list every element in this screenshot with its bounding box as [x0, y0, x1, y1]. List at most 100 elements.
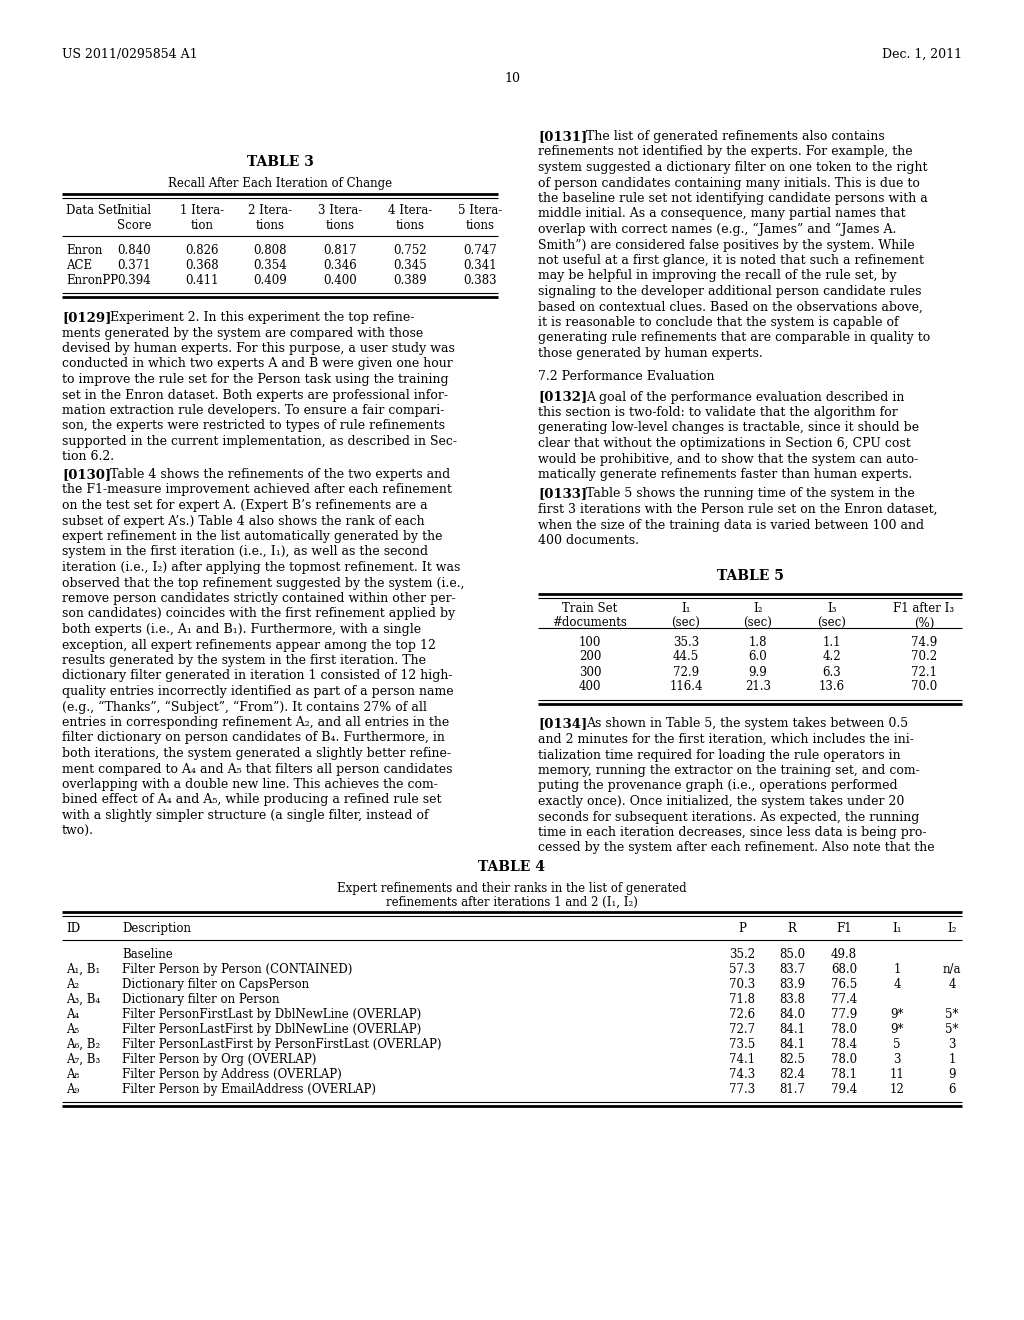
Text: 35.2: 35.2 — [729, 948, 755, 961]
Text: 74.9: 74.9 — [911, 635, 937, 648]
Text: dictionary filter generated in iteration 1 consisted of 12 high-: dictionary filter generated in iteration… — [62, 669, 453, 682]
Text: refinements after iterations 1 and 2 (I₁, I₂): refinements after iterations 1 and 2 (I₁… — [386, 896, 638, 909]
Text: 100: 100 — [579, 635, 601, 648]
Text: 78.0: 78.0 — [830, 1023, 857, 1036]
Text: 9*: 9* — [890, 1008, 904, 1020]
Text: memory, running the extractor on the training set, and com-: memory, running the extractor on the tra… — [538, 764, 920, 777]
Text: quality entries incorrectly identified as part of a person name: quality entries incorrectly identified a… — [62, 685, 454, 698]
Text: [0130]: [0130] — [62, 469, 112, 480]
Text: Filter Person by Person (CONTAINED): Filter Person by Person (CONTAINED) — [122, 964, 352, 975]
Text: 84.1: 84.1 — [779, 1023, 805, 1036]
Text: would be prohibitive, and to show that the system can auto-: would be prohibitive, and to show that t… — [538, 453, 919, 466]
Text: [0129]: [0129] — [62, 312, 112, 323]
Text: refinements not identified by the experts. For example, the: refinements not identified by the expert… — [538, 145, 912, 158]
Text: Filter PersonFirstLast by DblNewLine (OVERLAP): Filter PersonFirstLast by DblNewLine (OV… — [122, 1008, 421, 1020]
Text: (e.g., “Thanks”, “Subject”, “From”). It contains 27% of all: (e.g., “Thanks”, “Subject”, “From”). It … — [62, 701, 427, 714]
Text: 79.4: 79.4 — [830, 1082, 857, 1096]
Text: 83.8: 83.8 — [779, 993, 805, 1006]
Text: 57.3: 57.3 — [729, 964, 755, 975]
Text: TABLE 4: TABLE 4 — [478, 861, 546, 874]
Text: 68.0: 68.0 — [830, 964, 857, 975]
Text: A₂: A₂ — [66, 978, 79, 991]
Text: observed that the top refinement suggested by the system (i.e.,: observed that the top refinement suggest… — [62, 577, 465, 590]
Text: puting the provenance graph (i.e., operations performed: puting the provenance graph (i.e., opera… — [538, 780, 898, 792]
Text: 78.1: 78.1 — [831, 1068, 857, 1081]
Text: 0.383: 0.383 — [463, 275, 497, 286]
Text: of person candidates containing many initials. This is due to: of person candidates containing many ini… — [538, 177, 920, 190]
Text: filter dictionary on person candidates of B₄. Furthermore, in: filter dictionary on person candidates o… — [62, 731, 444, 744]
Text: 9.9: 9.9 — [749, 665, 767, 678]
Text: 74.1: 74.1 — [729, 1053, 755, 1067]
Text: 78.4: 78.4 — [830, 1038, 857, 1051]
Text: Filter Person by EmailAddress (OVERLAP): Filter Person by EmailAddress (OVERLAP) — [122, 1082, 376, 1096]
Text: the F1-measure improvement achieved after each refinement: the F1-measure improvement achieved afte… — [62, 483, 452, 496]
Text: A₅: A₅ — [66, 1023, 79, 1036]
Text: Initial
Score: Initial Score — [117, 205, 152, 232]
Text: 10: 10 — [504, 73, 520, 84]
Text: 5*: 5* — [945, 1008, 958, 1020]
Text: 11: 11 — [890, 1068, 904, 1081]
Text: 83.9: 83.9 — [779, 978, 805, 991]
Text: 3: 3 — [948, 1038, 955, 1051]
Text: Smith”) are considered false positives by the system. While: Smith”) are considered false positives b… — [538, 239, 914, 252]
Text: I₂
(sec): I₂ (sec) — [743, 602, 772, 630]
Text: 72.7: 72.7 — [729, 1023, 755, 1036]
Text: exactly once). Once initialized, the system takes under 20: exactly once). Once initialized, the sys… — [538, 795, 904, 808]
Text: 77.9: 77.9 — [830, 1008, 857, 1020]
Text: may be helpful in improving the recall of the rule set, by: may be helpful in improving the recall o… — [538, 269, 897, 282]
Text: 78.0: 78.0 — [830, 1053, 857, 1067]
Text: Dictionary filter on Person: Dictionary filter on Person — [122, 993, 280, 1006]
Text: both iterations, the system generated a slightly better refine-: both iterations, the system generated a … — [62, 747, 451, 760]
Text: 0.345: 0.345 — [393, 259, 427, 272]
Text: 71.8: 71.8 — [729, 993, 755, 1006]
Text: 0.394: 0.394 — [117, 275, 151, 286]
Text: R: R — [787, 921, 797, 935]
Text: As shown in Table 5, the system takes between 0.5: As shown in Table 5, the system takes be… — [586, 718, 908, 730]
Text: 0.817: 0.817 — [324, 244, 356, 257]
Text: 72.9: 72.9 — [673, 665, 699, 678]
Text: [0133]: [0133] — [538, 487, 587, 500]
Text: time in each iteration decreases, since less data is being pro-: time in each iteration decreases, since … — [538, 826, 927, 840]
Text: 1 Itera-
tion: 1 Itera- tion — [180, 205, 224, 232]
Text: 35.3: 35.3 — [673, 635, 699, 648]
Text: TABLE 3: TABLE 3 — [247, 154, 313, 169]
Text: 72.6: 72.6 — [729, 1008, 755, 1020]
Text: 0.747: 0.747 — [463, 244, 497, 257]
Text: 4.2: 4.2 — [822, 651, 842, 664]
Text: A goal of the performance evaluation described in: A goal of the performance evaluation des… — [586, 391, 904, 404]
Text: generating rule refinements that are comparable in quality to: generating rule refinements that are com… — [538, 331, 930, 345]
Text: with a slightly simpler structure (a single filter, instead of: with a slightly simpler structure (a sin… — [62, 809, 429, 822]
Text: [0131]: [0131] — [538, 129, 587, 143]
Text: 6: 6 — [948, 1082, 955, 1096]
Text: Train Set
#documents: Train Set #documents — [553, 602, 628, 630]
Text: 9: 9 — [948, 1068, 955, 1081]
Text: 0.752: 0.752 — [393, 244, 427, 257]
Text: to improve the rule set for the Person task using the training: to improve the rule set for the Person t… — [62, 374, 449, 385]
Text: 82.5: 82.5 — [779, 1053, 805, 1067]
Text: 0.389: 0.389 — [393, 275, 427, 286]
Text: Recall After Each Iteration of Change: Recall After Each Iteration of Change — [168, 177, 392, 190]
Text: the baseline rule set not identifying candidate persons with a: the baseline rule set not identifying ca… — [538, 191, 928, 205]
Text: 70.2: 70.2 — [911, 651, 937, 664]
Text: 85.0: 85.0 — [779, 948, 805, 961]
Text: A₉: A₉ — [66, 1082, 79, 1096]
Text: Expert refinements and their ranks in the list of generated: Expert refinements and their ranks in th… — [337, 882, 687, 895]
Text: I₂: I₂ — [947, 921, 956, 935]
Text: 21.3: 21.3 — [745, 681, 771, 693]
Text: 6.0: 6.0 — [749, 651, 767, 664]
Text: 0.411: 0.411 — [185, 275, 219, 286]
Text: 70.0: 70.0 — [911, 681, 937, 693]
Text: 5: 5 — [893, 1038, 901, 1051]
Text: TABLE 5: TABLE 5 — [717, 569, 783, 583]
Text: I₁
(sec): I₁ (sec) — [672, 602, 700, 630]
Text: 1: 1 — [948, 1053, 955, 1067]
Text: I₃
(sec): I₃ (sec) — [817, 602, 847, 630]
Text: tialization time required for loading the rule operators in: tialization time required for loading th… — [538, 748, 901, 762]
Text: A₆, B₂: A₆, B₂ — [66, 1038, 100, 1051]
Text: both experts (i.e., A₁ and B₁). Furthermore, with a single: both experts (i.e., A₁ and B₁). Furtherm… — [62, 623, 421, 636]
Text: P: P — [738, 921, 745, 935]
Text: US 2011/0295854 A1: US 2011/0295854 A1 — [62, 48, 198, 61]
Text: two).: two). — [62, 825, 94, 837]
Text: 5 Itera-
tions: 5 Itera- tions — [458, 205, 502, 232]
Text: 9*: 9* — [890, 1023, 904, 1036]
